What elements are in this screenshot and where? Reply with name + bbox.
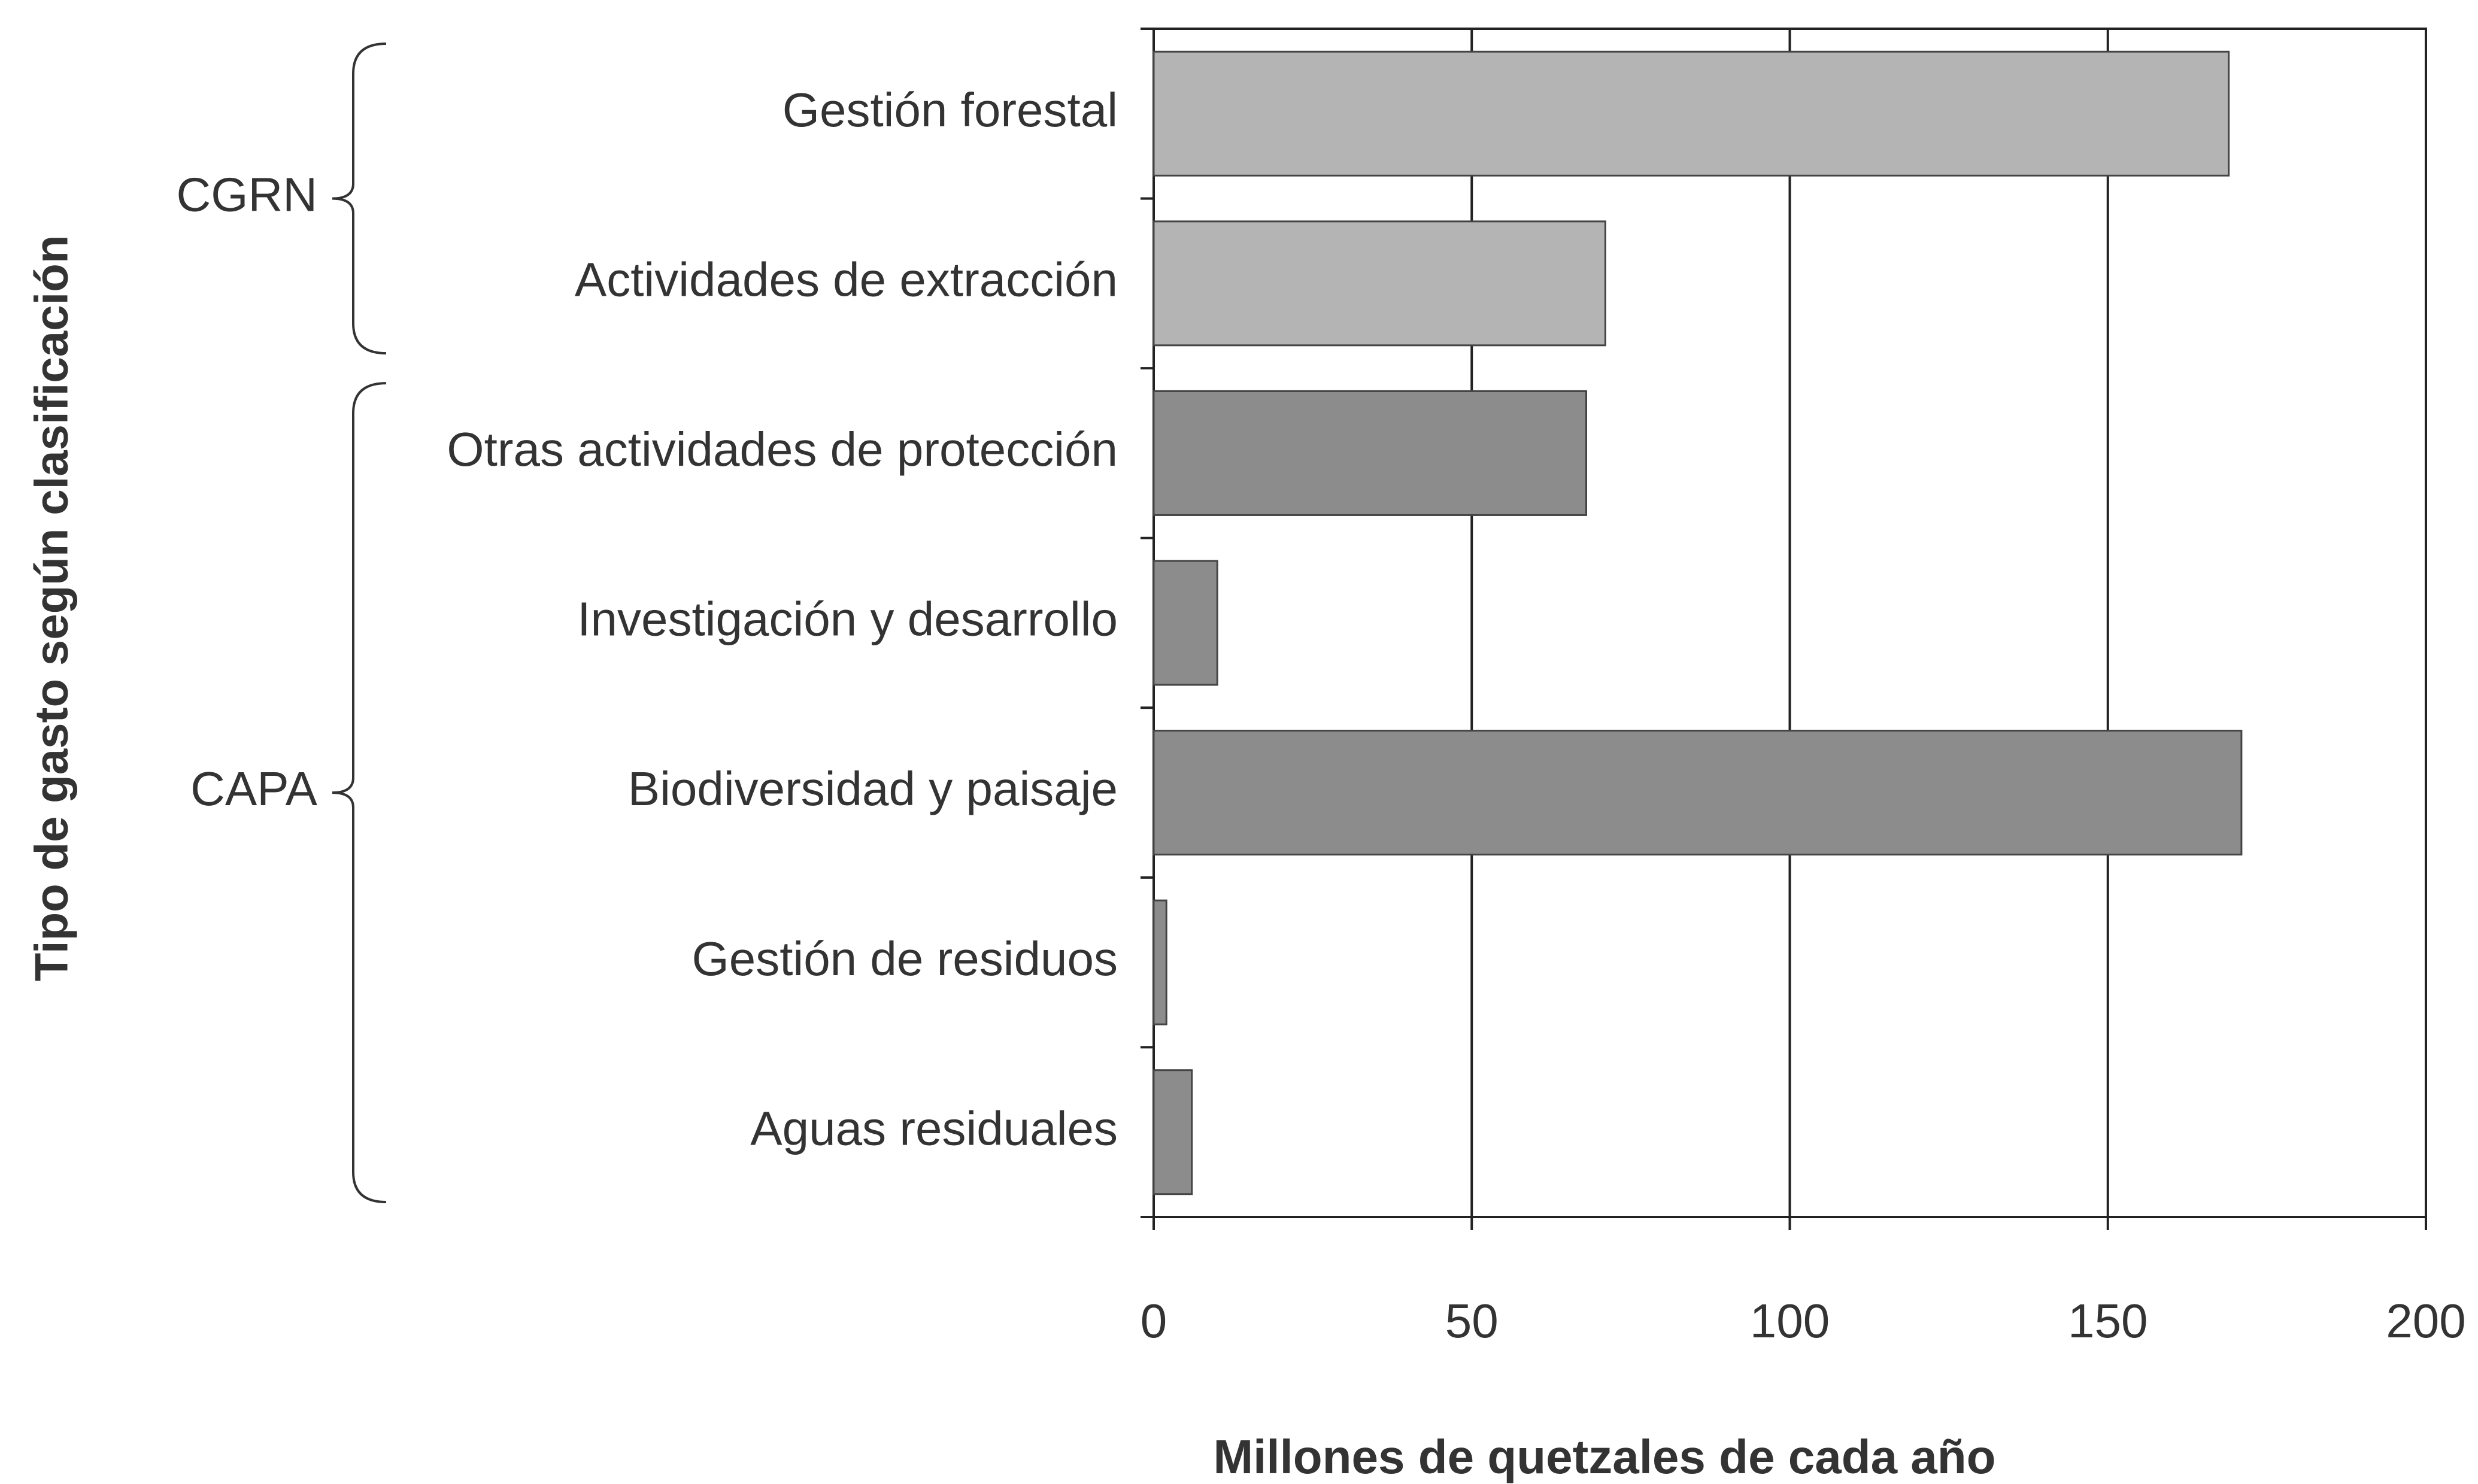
group-bracket: [332, 43, 387, 355]
x-axis-label: Millones de quetzales de cada año: [1213, 1430, 1995, 1483]
x-tick-label: 100: [1750, 1294, 1830, 1348]
group-bracket: [332, 382, 387, 1203]
bar: [1152, 899, 1167, 1025]
bar: [1152, 390, 1587, 516]
x-tick-label: 0: [1141, 1294, 1167, 1348]
bar: [1152, 50, 2230, 177]
y-tick-label: Actividades de extracción: [575, 253, 1118, 306]
group-label: CGRN: [176, 168, 317, 221]
y-axis-label: Tipo de gasto según clasificación: [25, 235, 78, 982]
x-tick-label: 150: [2068, 1294, 2148, 1348]
group-label: CAPA: [190, 762, 318, 815]
bar: [1152, 1069, 1193, 1195]
y-tick-label: Gestión forestal: [782, 83, 1118, 136]
y-tick-label: Otras actividades de protección: [447, 423, 1118, 476]
bar: [1152, 730, 2243, 856]
bar: [1152, 220, 1606, 347]
y-tick-label: Aguas residuales: [750, 1101, 1118, 1155]
y-tick-label: Biodiversidad y paisaje: [628, 762, 1118, 815]
bar: [1152, 560, 1218, 686]
y-tick-label: Investigación y desarrollo: [577, 593, 1118, 646]
x-tick-label: 50: [1445, 1294, 1499, 1348]
x-tick-label: 200: [2386, 1294, 2465, 1348]
y-tick-label: Gestión de residuos: [691, 932, 1118, 985]
